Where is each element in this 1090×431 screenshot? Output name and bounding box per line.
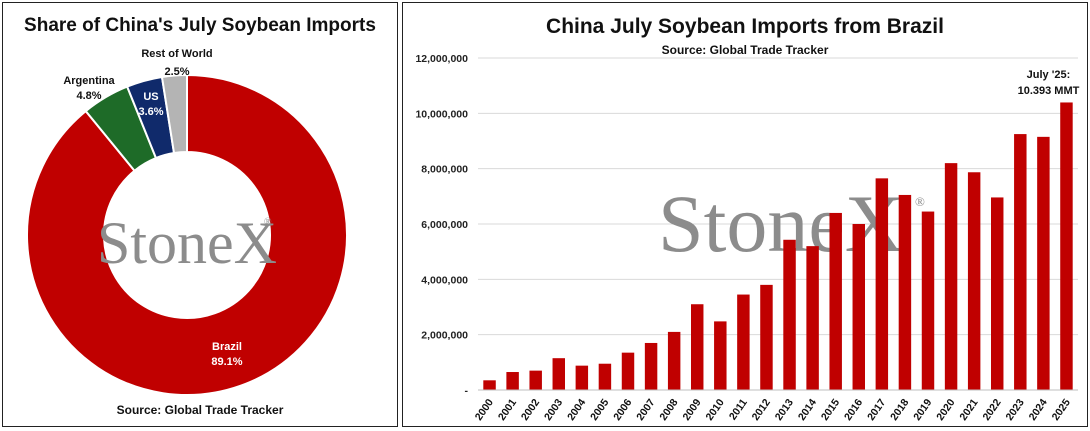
bar-2019 (921, 211, 935, 390)
bar-2002 (529, 370, 542, 390)
y-tick-label: - (465, 385, 469, 397)
bar-2015 (829, 212, 842, 390)
bar-2007 (644, 342, 658, 390)
donut-chart: Brazil 89.1% Argentina 4.8% US 3.6% Rest of Wo… (26, 48, 348, 396)
donut-label-us-name: US (143, 91, 158, 103)
donut-slice-brazil (26, 73, 348, 396)
bar-chart: - 2,000,000 4,000,000 6,000,000 8,000,000 10,… (415, 53, 1080, 423)
bar-2004 (575, 365, 589, 390)
stonex-watermark-mark: ® (264, 217, 272, 228)
x-tick-label: 2008 (657, 397, 680, 423)
x-tick-label: 2015 (819, 397, 842, 423)
bar-2014 (806, 246, 819, 390)
bar-2011 (737, 294, 750, 390)
bar-2003 (552, 358, 565, 390)
x-tick-label: 2006 (611, 397, 634, 423)
donut-label-rest-of-world-name: Rest of World (141, 48, 212, 60)
x-tick-label: 2009 (680, 397, 703, 423)
x-tick-label: 2023 (1004, 397, 1027, 423)
donut-label-brazil-value: 89.1% (211, 356, 242, 368)
annotation-line-2: 10.393 MMT (1018, 85, 1080, 97)
y-tick-label: 4,000,000 (421, 274, 468, 286)
x-tick-label: 2021 (957, 397, 980, 423)
share-donut-panel: Share of China's July Soybean Imports Br… (2, 2, 398, 427)
bar-2005 (598, 363, 612, 390)
annotation-line-1: July '25: (1027, 69, 1071, 81)
y-tick-label: 6,000,000 (421, 219, 468, 231)
x-tick-label: 2024 (1027, 397, 1050, 423)
brazil-imports-bar-panel: China July Soybean Imports from Brazil S… (402, 2, 1088, 427)
y-tick-label: 10,000,000 (415, 108, 468, 120)
x-tick-label: 2012 (750, 397, 773, 423)
bar-chart-title: China July Soybean Imports from Brazil (546, 15, 944, 38)
bar-2022 (991, 197, 1004, 390)
bar-2021 (967, 172, 981, 390)
bar-2008 (667, 331, 681, 390)
bar-2009 (691, 304, 704, 390)
bar-2000 (483, 380, 496, 390)
bar-2017 (875, 178, 889, 390)
bar-2012 (760, 284, 773, 390)
x-tick-label: 2020 (934, 397, 957, 423)
bar-2006 (621, 352, 635, 390)
x-tick-label: 2022 (980, 397, 1003, 423)
donut-label-argentina-name: Argentina (63, 75, 115, 87)
x-tick-label: 2004 (565, 397, 588, 423)
bar-2013 (783, 239, 796, 390)
donut-chart-title: Share of China's July Soybean Imports (24, 15, 376, 36)
bar-2024 (1037, 136, 1050, 390)
stonex-watermark: StoneX (97, 210, 277, 276)
donut-slice-rest-of-world (160, 73, 188, 155)
bar-2001 (506, 372, 519, 390)
bar-chart-source-note: Source: Global Trade Tracker (661, 43, 829, 57)
x-tick-label: 2016 (842, 397, 865, 423)
x-tick-label: 2017 (865, 397, 888, 423)
x-tick-label: 2005 (588, 397, 611, 423)
x-tick-label: 2025 (1050, 397, 1073, 423)
stonex-watermark-mark: ® (915, 194, 925, 209)
x-tick-label: 2002 (519, 397, 542, 423)
x-tick-label: 2014 (796, 397, 819, 423)
x-tick-label: 2003 (542, 397, 565, 423)
stonex-watermark: StoneX (658, 178, 904, 269)
bar-2010 (714, 321, 727, 390)
donut-label-brazil-name: Brazil (212, 341, 242, 353)
bar-2020 (944, 163, 958, 390)
x-tick-label: 2000 (473, 397, 496, 423)
x-tick-label: 2013 (773, 397, 796, 423)
y-tick-label: 2,000,000 (421, 330, 468, 342)
x-tick-label: 2001 (496, 397, 519, 423)
donut-source-note: Source: Global Trade Tracker (116, 403, 284, 417)
bar-2018 (898, 194, 912, 390)
x-tick-label: 2019 (911, 397, 934, 423)
x-tick-label: 2010 (704, 397, 727, 423)
donut-label-rest-of-world-value: 2.5% (164, 66, 189, 78)
x-tick-label: 2007 (634, 397, 657, 423)
bar-2025 (1060, 102, 1073, 391)
y-tick-label: 8,000,000 (421, 164, 468, 176)
donut-label-argentina-value: 4.8% (76, 90, 101, 102)
x-tick-label: 2018 (888, 397, 911, 423)
y-tick-label: 12,000,000 (415, 53, 468, 65)
bar-2023 (1014, 134, 1027, 390)
bar-2016 (852, 224, 865, 390)
donut-label-us-value: 3.6% (138, 106, 163, 118)
x-tick-label: 2011 (727, 397, 750, 423)
